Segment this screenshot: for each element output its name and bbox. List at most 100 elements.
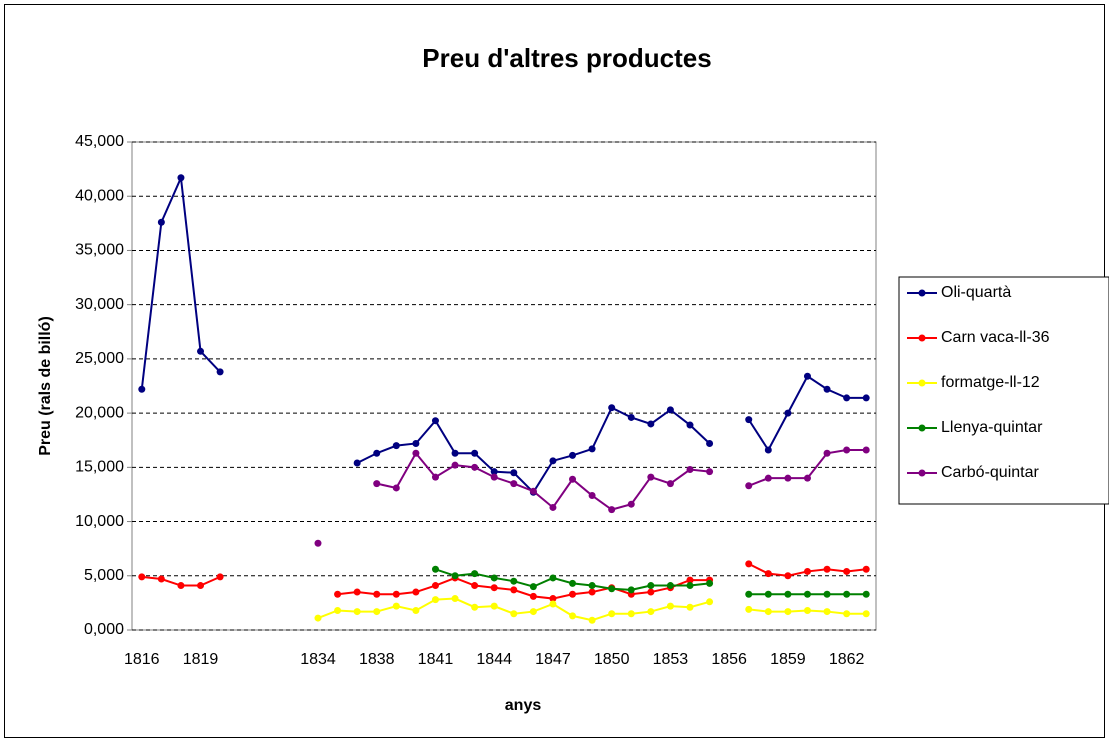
data-point	[431, 565, 439, 573]
y-tick-label: 5,000	[84, 567, 124, 584]
data-point	[784, 590, 792, 598]
data-point	[784, 572, 792, 580]
data-point	[510, 586, 518, 594]
data-point	[764, 474, 772, 482]
x-tick-label: 1838	[359, 651, 395, 668]
data-point	[706, 439, 714, 447]
data-point	[823, 590, 831, 598]
x-tick-label: 1859	[770, 651, 806, 668]
legend-swatch-marker	[918, 379, 926, 387]
data-point	[627, 610, 635, 618]
x-tick-label: 1844	[476, 651, 512, 668]
data-point	[843, 590, 851, 598]
data-point	[353, 608, 361, 616]
data-point	[862, 610, 870, 618]
data-point	[451, 461, 459, 469]
data-point	[177, 582, 185, 590]
legend-label: formatge-ll-12	[941, 374, 1040, 391]
y-tick-label: 40,000	[75, 187, 124, 204]
data-point	[647, 608, 655, 616]
data-point	[157, 575, 165, 583]
data-point	[823, 385, 831, 393]
data-point	[784, 474, 792, 482]
legend-swatch-marker	[918, 334, 926, 342]
data-point	[431, 473, 439, 481]
data-point	[608, 610, 616, 618]
legend-swatch-marker	[918, 424, 926, 432]
x-tick-label: 1841	[418, 651, 454, 668]
data-point	[745, 605, 753, 613]
data-point	[803, 567, 811, 575]
data-point	[647, 582, 655, 590]
data-point	[764, 590, 772, 598]
data-point	[784, 409, 792, 417]
data-point	[627, 500, 635, 508]
data-point	[177, 174, 185, 182]
data-point	[373, 449, 381, 457]
x-tick-label: 1850	[594, 651, 630, 668]
data-point	[745, 590, 753, 598]
y-axis-title: Preu (rals de billó)	[37, 316, 54, 456]
data-point	[334, 590, 342, 598]
y-tick-label: 15,000	[75, 459, 124, 476]
x-tick-label: 1856	[711, 651, 747, 668]
legend-swatch-marker	[918, 469, 926, 477]
y-tick-label: 35,000	[75, 242, 124, 259]
chart-title: Preu d'altres productes	[422, 43, 711, 73]
data-point	[588, 588, 596, 596]
data-point	[314, 539, 322, 547]
data-point	[686, 582, 694, 590]
data-point	[843, 394, 851, 402]
data-point	[608, 404, 616, 412]
legend-box	[898, 276, 1109, 505]
legend-label: Oli-quartà	[941, 284, 1011, 301]
data-point	[529, 608, 537, 616]
data-point	[686, 466, 694, 474]
data-point	[666, 602, 674, 610]
y-tick-label: 10,000	[75, 513, 124, 530]
data-point	[803, 606, 811, 614]
data-point	[510, 577, 518, 585]
data-point	[823, 449, 831, 457]
data-point	[588, 616, 596, 624]
data-point	[510, 480, 518, 488]
data-point	[490, 468, 498, 476]
data-point	[803, 474, 811, 482]
data-point	[353, 588, 361, 596]
data-point	[510, 469, 518, 477]
data-point	[510, 610, 518, 618]
data-point	[647, 588, 655, 596]
legend-label: Carn vaca-ll-36	[941, 329, 1050, 346]
x-tick-label: 1816	[124, 651, 160, 668]
data-point	[471, 570, 479, 578]
data-point	[706, 468, 714, 476]
data-point	[490, 584, 498, 592]
y-tick-label: 45,000	[75, 133, 124, 150]
data-point	[373, 480, 381, 488]
data-point	[666, 406, 674, 414]
data-point	[412, 449, 420, 457]
data-point	[451, 572, 459, 580]
data-point	[471, 449, 479, 457]
data-point	[686, 603, 694, 611]
data-point	[549, 600, 557, 608]
data-point	[392, 602, 400, 610]
data-point	[490, 473, 498, 481]
data-point	[686, 421, 694, 429]
data-point	[569, 451, 577, 459]
x-tick-label: 1853	[653, 651, 689, 668]
data-point	[549, 595, 557, 603]
data-point	[197, 347, 205, 355]
data-point	[353, 459, 361, 467]
legend-label: Llenya-quintar	[941, 419, 1043, 436]
data-point	[569, 475, 577, 483]
data-point	[608, 585, 616, 593]
data-point	[216, 573, 224, 581]
data-point	[588, 492, 596, 500]
data-point	[647, 473, 655, 481]
y-tick-label: 0,000	[84, 621, 124, 638]
y-tick-label: 30,000	[75, 296, 124, 313]
data-point	[588, 582, 596, 590]
data-point	[862, 565, 870, 573]
data-point	[157, 218, 165, 226]
